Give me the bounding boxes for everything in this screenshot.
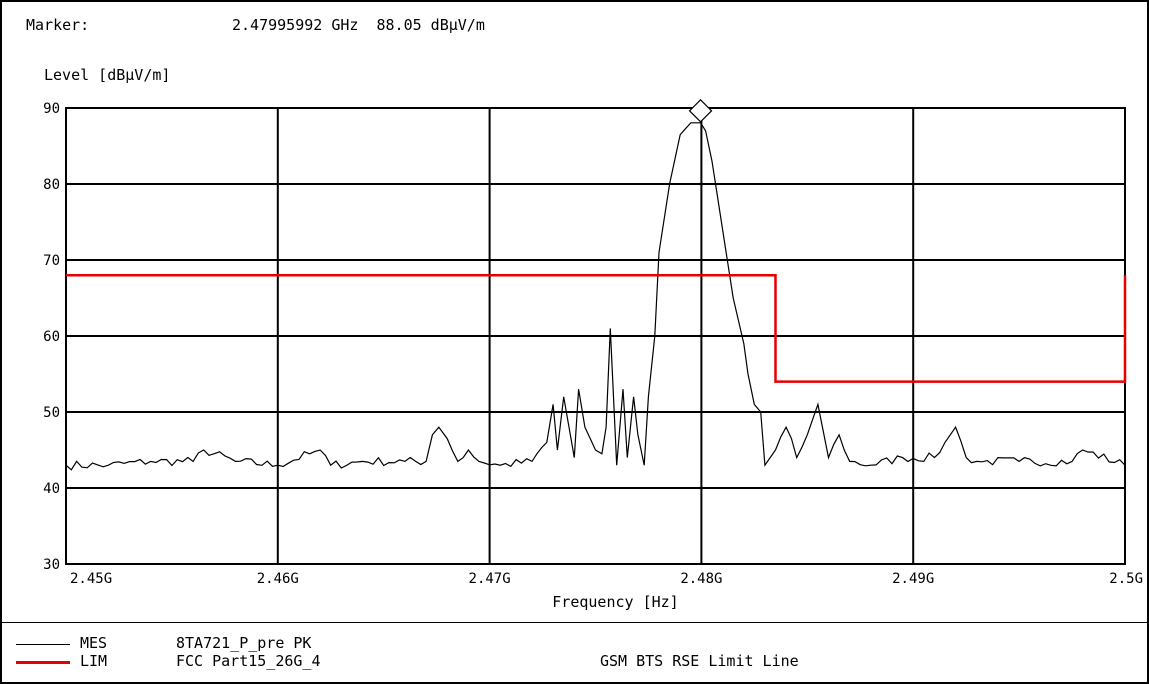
y-tick-label: 40 <box>43 481 60 497</box>
legend-tag-mes: MES <box>80 634 108 652</box>
y-axis-label: Level [dBµV/m] <box>44 66 171 84</box>
marker-value: 2.47995992 GHz 88.05 dBµV/m <box>232 16 485 34</box>
x-tick-label: 2.47G <box>469 571 511 587</box>
marker-label: Marker: <box>26 16 90 34</box>
y-tick-label: 50 <box>43 405 60 421</box>
x-axis-label: Frequency [Hz] <box>552 593 678 611</box>
legend-separator <box>2 622 1147 623</box>
legend-line-mes <box>16 644 70 645</box>
y-tick-label: 30 <box>43 557 60 573</box>
marker-diamond <box>688 98 713 123</box>
spectrum-plot: 30 40 50 60 70 80 90 2.45G 2.46G 2.47G 2.48G 2.49G 2… <box>43 98 1143 611</box>
y-tick-label: 90 <box>43 101 60 117</box>
x-tick-label: 2.49G <box>892 571 934 587</box>
legend-name-mes: 8TA721_P_pre PK <box>176 634 312 652</box>
y-tick-label: 70 <box>43 253 60 269</box>
x-tick-label: 2.46G <box>257 571 299 587</box>
x-tick-label: 2.5G <box>1109 571 1143 587</box>
y-tick-label: 80 <box>43 177 60 193</box>
series-lim-line <box>66 273 1127 383</box>
legend-row-mes: MES 8TA721_P_pre PK <box>0 634 1149 654</box>
y-tick-label: 60 <box>43 329 60 345</box>
legend-tag-lim: LIM <box>80 652 108 670</box>
series-mes-line <box>65 122 1126 471</box>
legend-line-lim <box>16 661 70 664</box>
legend-name-lim: FCC Part15_26G_4 <box>176 652 321 670</box>
x-tick-label: 2.48G <box>680 571 722 587</box>
legend-desc-lim: GSM BTS RSE Limit Line <box>600 652 799 670</box>
legend-row-lim: LIM FCC Part15_26G_4 GSM BTS RSE Limit L… <box>0 652 1149 672</box>
x-tick-label: 2.45G <box>70 571 112 587</box>
